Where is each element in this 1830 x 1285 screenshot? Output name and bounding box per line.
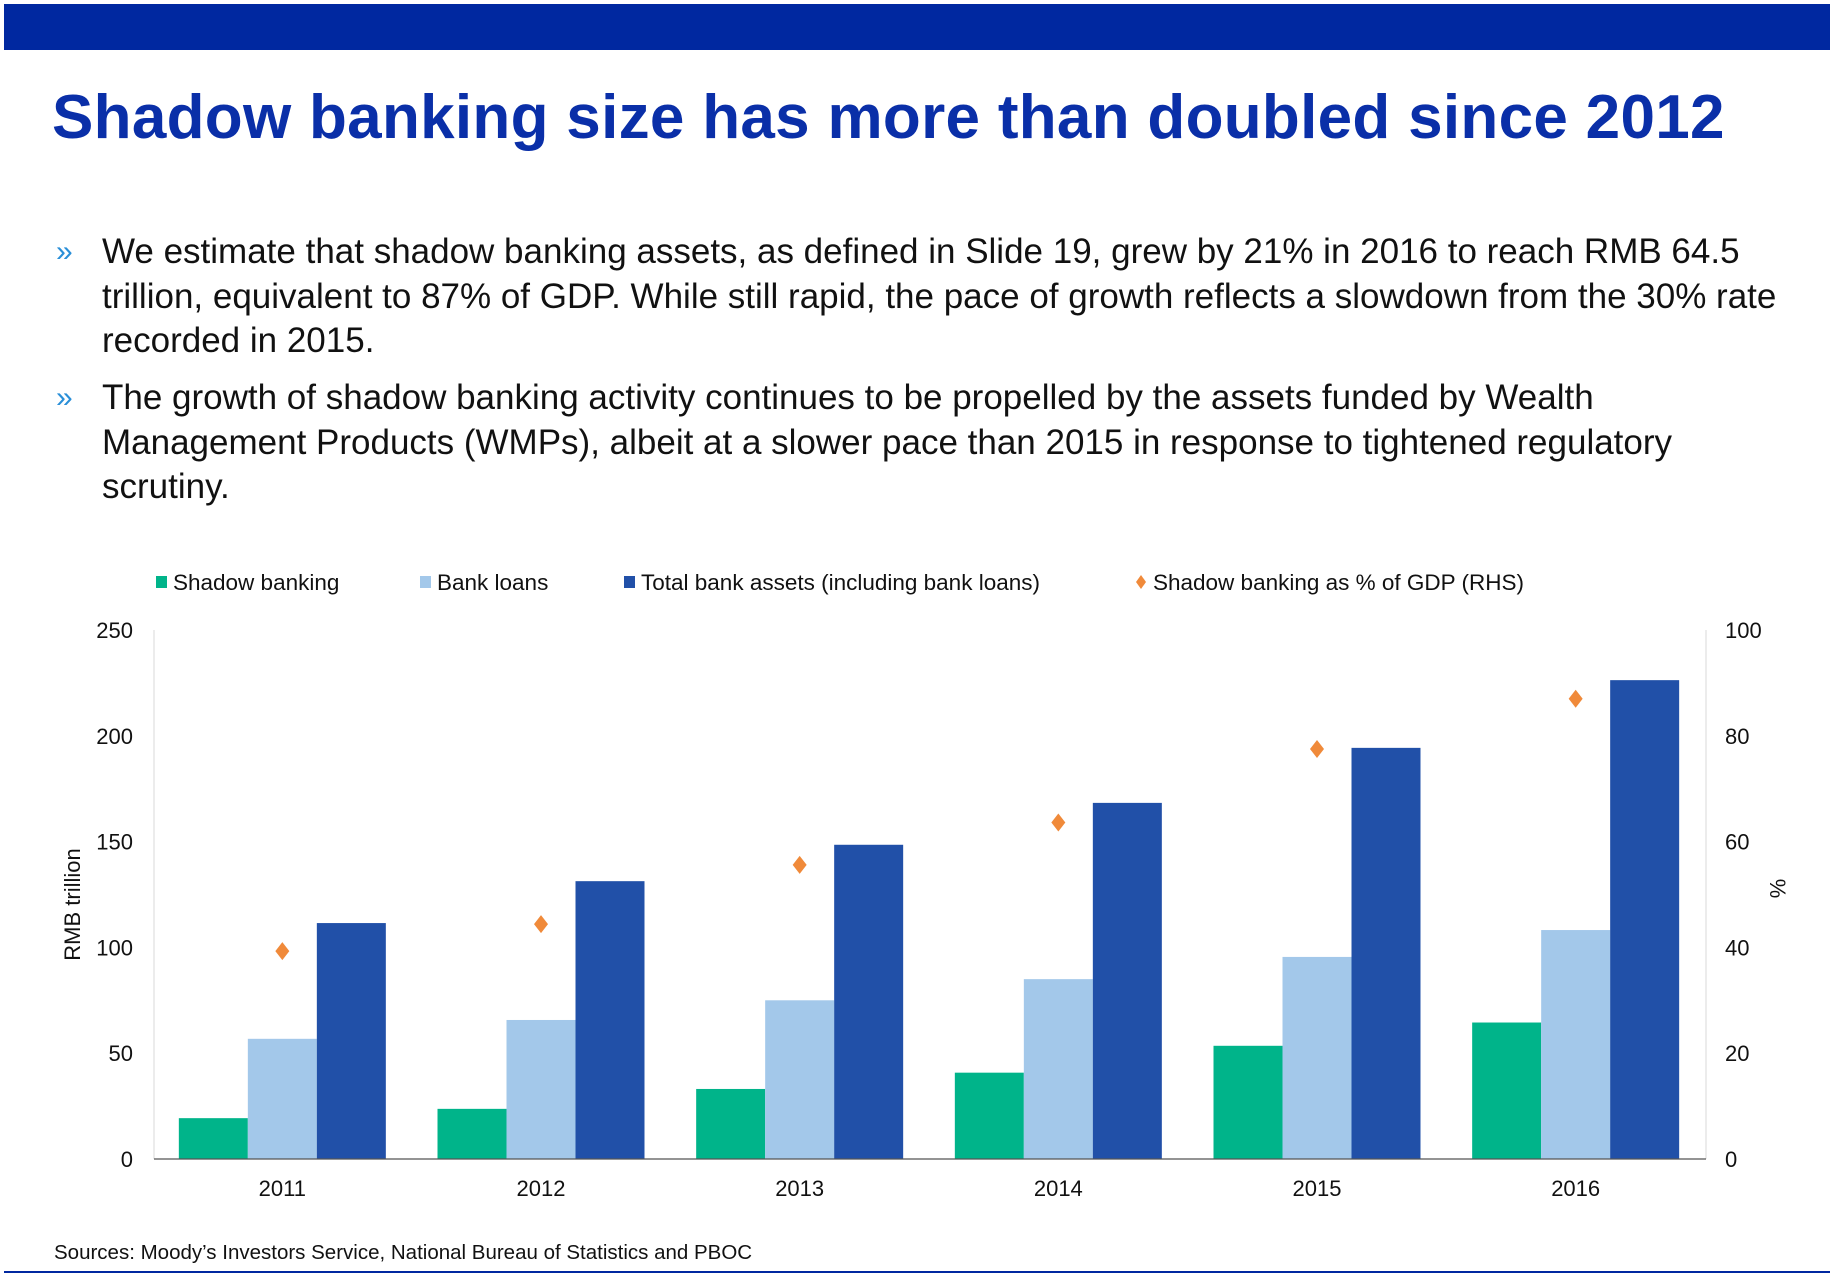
bullet-chevron-icon: »	[56, 381, 73, 414]
y2-tick-label: 100	[1725, 618, 1762, 643]
sources-note: Sources: Moody’s Investors Service, Nati…	[54, 1241, 753, 1264]
bar-shadow-banking	[696, 1088, 766, 1159]
legend-swatch	[624, 576, 635, 588]
gdp-ratio-marker	[1568, 689, 1583, 708]
y-axis-label: RMB trillion	[60, 848, 85, 960]
gdp-ratio-marker	[1051, 813, 1066, 832]
y-tick-label: 250	[96, 618, 133, 643]
legend-swatch	[420, 576, 431, 588]
bar-shadow-banking	[954, 1072, 1024, 1159]
bar-total-bank-assets	[575, 881, 645, 1159]
bar-bank-loans	[1541, 930, 1611, 1159]
y-tick-label: 100	[96, 935, 133, 960]
x-tick-label: 2011	[259, 1176, 306, 1201]
footer-rule	[4, 1271, 1830, 1273]
y-tick-label: 150	[96, 830, 133, 855]
bar-total-bank-assets	[1351, 747, 1421, 1159]
bullet-text: The growth of shadow banking activity co…	[102, 378, 1673, 506]
gdp-ratio-marker	[534, 915, 548, 934]
bar-bank-loans	[1023, 979, 1093, 1159]
bar-bank-loans	[765, 1000, 835, 1159]
bar-shadow-banking	[178, 1118, 248, 1159]
y-tick-label: 0	[121, 1147, 133, 1172]
y2-tick-label: 0	[1725, 1147, 1737, 1172]
y2-tick-label: 80	[1725, 724, 1749, 749]
bar-total-bank-assets	[316, 923, 386, 1159]
x-tick-label: 2016	[1551, 1176, 1600, 1201]
gdp-ratio-marker	[275, 942, 290, 961]
bar-bank-loans	[247, 1038, 317, 1159]
bar-bank-loans	[506, 1019, 576, 1159]
bullet-2: » The growth of shadow banking activity …	[56, 376, 1796, 510]
bar-total-bank-assets	[1610, 680, 1680, 1159]
bullet-1: » We estimate that shadow banking assets…	[56, 230, 1796, 364]
y2-tick-label: 60	[1725, 830, 1749, 855]
gdp-ratio-marker	[792, 855, 807, 874]
legend-label: Shadow banking	[173, 570, 339, 595]
y2-tick-label: 20	[1725, 1041, 1749, 1066]
legend-label: Shadow banking as % of GDP (RHS)	[1153, 570, 1524, 595]
page-title: Shadow banking size has more than double…	[52, 83, 1725, 152]
bar-shadow-banking	[1213, 1045, 1283, 1159]
x-tick-label: 2012	[517, 1176, 566, 1201]
gdp-ratio-marker	[1310, 740, 1324, 759]
y-tick-label: 50	[109, 1041, 133, 1066]
y-tick-label: 200	[96, 724, 133, 749]
legend-label: Total bank assets (including bank loans)	[641, 570, 1040, 595]
legend-diamond-icon	[1136, 575, 1146, 589]
y2-axis-label: %	[1765, 879, 1790, 899]
legend-label: Bank loans	[437, 570, 548, 595]
bar-shadow-banking	[437, 1108, 507, 1159]
chart: 0 50 100 150 200 250 0 20 40 60 80 100 RMB trillion%…	[60, 570, 1790, 1201]
bullet-text: We estimate that shadow banking assets, …	[102, 232, 1777, 360]
y2-tick-label: 40	[1725, 935, 1749, 960]
legend-swatch	[156, 576, 167, 588]
x-tick-label: 2013	[775, 1176, 824, 1201]
bar-bank-loans	[1282, 956, 1352, 1159]
header-bar	[4, 4, 1830, 50]
bar-total-bank-assets	[1092, 802, 1162, 1159]
bullet-chevron-icon: »	[56, 235, 73, 268]
x-tick-label: 2015	[1293, 1176, 1342, 1201]
x-tick-label: 2014	[1034, 1176, 1083, 1201]
bar-shadow-banking	[1472, 1022, 1542, 1159]
bar-total-bank-assets	[834, 844, 904, 1159]
